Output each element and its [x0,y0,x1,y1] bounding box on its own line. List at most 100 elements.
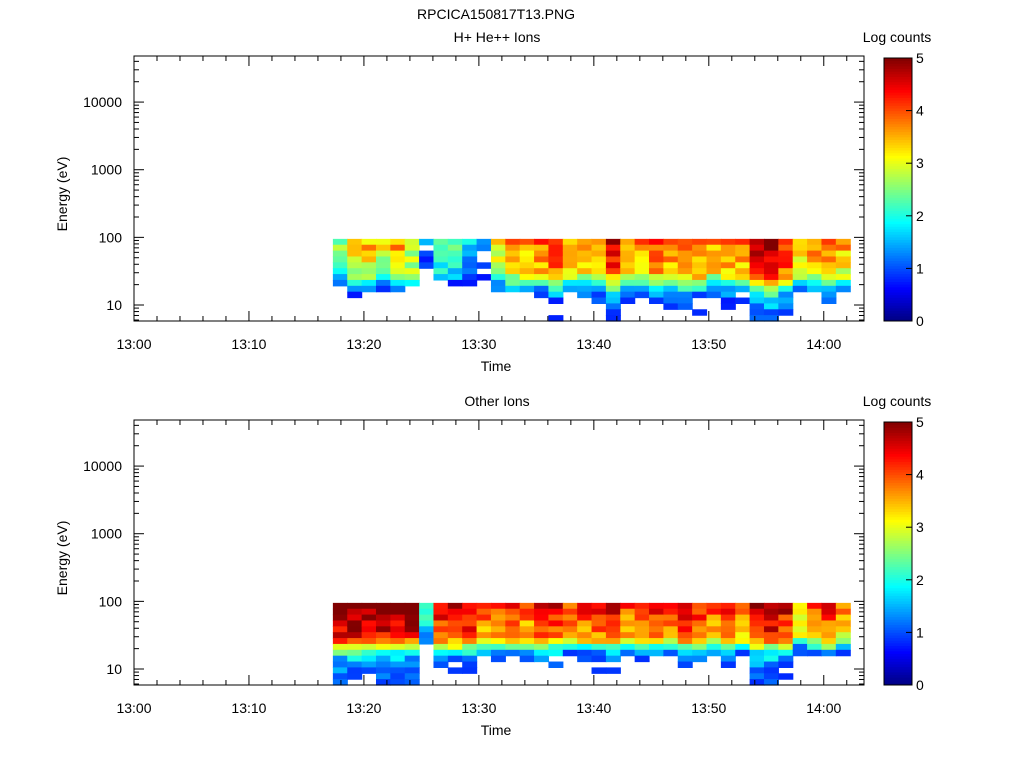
spectrogram-cell [792,274,808,281]
spectrogram-cell [419,256,435,263]
colorbar-tick-label: 0 [916,677,924,693]
spectrogram-cell [605,614,621,622]
spectrogram-cell [649,297,664,304]
spectrogram-cell [548,614,564,622]
spectrogram-cell [375,626,391,633]
spectrogram-cell [663,256,679,263]
spectrogram-cell [663,279,679,287]
spectrogram-cell [332,649,348,657]
spectrogram-cell [476,244,492,252]
spectrogram-cell [433,643,449,651]
spectrogram-cell [404,614,420,622]
spectrogram-cell [404,626,420,633]
spectrogram-cell [534,620,550,627]
spectrogram-cell [649,268,664,275]
colorbar-swatch [884,113,912,117]
spectrogram-cell [649,274,664,281]
spectrogram-cell [404,655,420,663]
spectrogram-cell [375,673,391,680]
spectrogram-cell [807,638,823,645]
spectrogram-cell [706,279,722,287]
spectrogram-cell [591,297,607,304]
spectrogram-cell [735,638,751,645]
spectrogram-cell [347,244,363,252]
spectrogram-cell [720,268,736,275]
spectrogram-cell [677,643,693,651]
spectrogram-cell [419,638,435,645]
spectrogram-cell [807,632,823,639]
spectrogram-cell [720,238,736,246]
spectrogram-cell [490,262,506,269]
spectrogram-cell [663,638,679,645]
spectrogram-cell [749,638,765,645]
colorbar-swatch [884,648,912,652]
colorbar-swatch [884,115,912,119]
spectrogram-cell [490,285,506,293]
spectrogram-cell [361,643,377,651]
spectrogram-cell [548,632,564,639]
spectrogram-cell [807,274,823,281]
spectrogram-cell [735,262,751,269]
spectrogram-cell [649,244,664,252]
spectrogram-cell [447,238,463,246]
spectrogram-cell [649,643,664,651]
colorbar-swatch [884,490,912,494]
spectrogram-cell [778,602,794,610]
spectrogram-cell [404,673,420,680]
spectrogram-cell [332,643,348,651]
spectrogram-cell [505,643,521,651]
spectrogram-cell [778,626,794,633]
spectrogram-cell [720,250,736,258]
colorbar-swatch [884,474,912,478]
colorbar-swatch [884,60,912,64]
spectrogram-cell [605,608,621,616]
spectrogram-cell [433,661,449,668]
spectrogram-cell [332,608,348,616]
spectrogram-cell [720,291,736,299]
colorbar-swatch [884,466,912,470]
colorbar-swatch [884,81,912,85]
spectrogram-cell [706,649,722,657]
spectrogram-cell [692,602,708,610]
colorbar-swatch [884,548,912,552]
spectrogram-cell [404,274,420,281]
colorbar-label: Log counts [863,393,932,409]
spectrogram-cell [361,285,377,293]
colorbar-swatch [884,79,912,83]
spectrogram-cell [735,285,751,293]
x-tick-label: 13:20 [346,700,381,716]
colorbar-tick-label: 5 [916,50,924,66]
spectrogram-cell [634,655,650,663]
spectrogram-cell [562,608,578,616]
spectrogram-cell [663,614,679,622]
spectrogram-cell [447,250,463,258]
colorbar-swatch [884,537,912,541]
spectrogram-cell [605,291,621,299]
y-tick-label: 10 [106,297,122,313]
spectrogram-cell [792,279,808,287]
colorbar-swatch [884,606,912,610]
colorbar-swatch [884,202,912,206]
colorbar-swatch [884,500,912,505]
spectrogram-cell [620,297,636,304]
spectrogram-cell [347,614,363,622]
spectrogram-cell [548,643,564,651]
spectrogram-cell [404,238,420,246]
spectrogram-cell [534,655,550,663]
spectrogram-cell [792,602,808,610]
spectrogram-cell [519,244,535,252]
spectrogram-cell [361,250,377,258]
spectrogram-cell [548,256,564,263]
colorbar-swatch [884,197,912,201]
spectrogram-cell [562,274,578,281]
spectrogram-cell [835,244,851,252]
spectrogram-cell [763,602,779,610]
spectrogram-cell [807,238,823,246]
spectrogram-cell [591,614,607,622]
spectrogram-cell [605,244,621,252]
spectrogram-cell [706,638,722,645]
spectrogram-cell [447,614,463,622]
spectrogram-cell [720,303,736,310]
x-axis-label: Time [481,722,512,738]
